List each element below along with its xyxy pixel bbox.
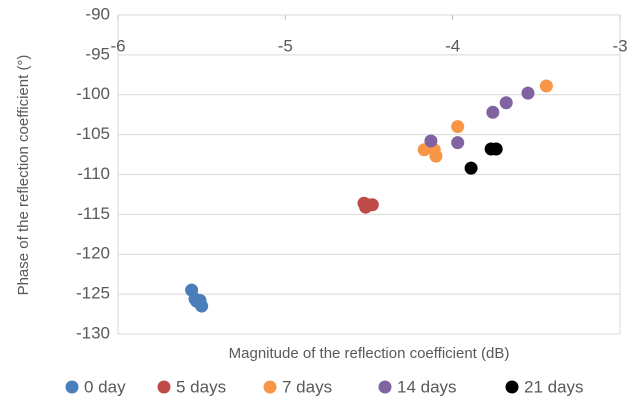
point	[360, 198, 374, 212]
legend-text: 5 days	[176, 377, 226, 396]
legend-text: 14 days	[397, 377, 457, 396]
y-tick-label: -110	[77, 164, 110, 183]
y-axis-title: Phase of the reflection coefficient (°)	[15, 55, 32, 296]
x-tick-label: -6	[110, 36, 125, 55]
y-tick-label: -115	[77, 204, 110, 223]
y-tick-label: -120	[76, 244, 110, 263]
y-tick-label: -90	[85, 4, 110, 23]
legend-marker	[157, 380, 171, 394]
point	[417, 143, 431, 157]
legend-marker	[263, 380, 277, 394]
x-axis-title: Magnitude of the reflection coefficient …	[229, 345, 510, 362]
y-tick-label: -125	[76, 284, 110, 303]
x-tick-label: -5	[278, 36, 293, 55]
point	[489, 142, 503, 156]
point	[521, 86, 535, 100]
plot-border	[117, 14, 621, 335]
legend-marker	[505, 380, 519, 394]
y-tick-label: -130	[76, 323, 110, 342]
x-tick-label: -4	[445, 36, 460, 55]
y-tick-label: -95	[85, 44, 110, 63]
x-tick-label: -3	[612, 36, 627, 55]
point	[451, 136, 465, 150]
point	[499, 96, 513, 110]
point	[486, 105, 500, 119]
point	[429, 149, 443, 163]
legend-text: 21 days	[524, 377, 584, 396]
legend-marker	[65, 380, 79, 394]
point	[190, 294, 204, 308]
point	[464, 161, 478, 175]
legend-text: 7 days	[282, 377, 332, 396]
y-tick-label: -105	[76, 124, 110, 143]
point	[424, 134, 438, 148]
legend-marker	[378, 380, 392, 394]
point	[451, 120, 465, 134]
point	[539, 79, 553, 93]
y-tick-label: -100	[76, 84, 110, 103]
legend-text: 0 day	[84, 377, 126, 396]
